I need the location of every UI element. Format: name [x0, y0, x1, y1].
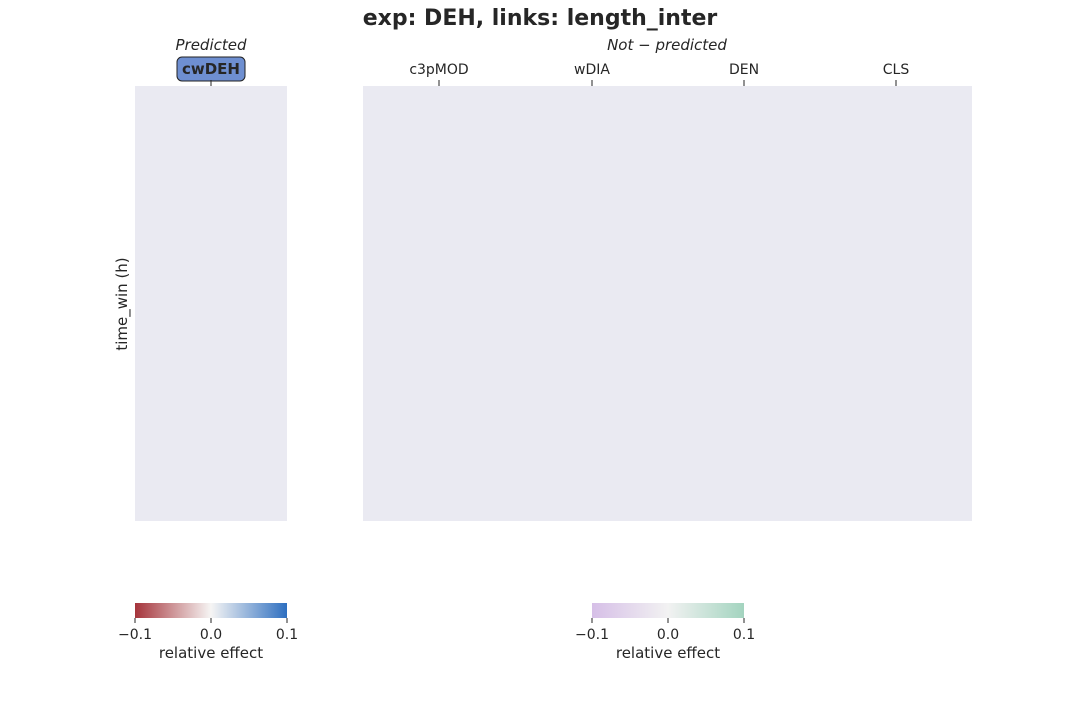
colorbar-not-predicted [592, 603, 744, 618]
column-label-wDIA: wDIA [574, 62, 610, 78]
colorbar-predicted-ticklabel-2: 0.1 [276, 627, 298, 643]
heatmap-area-predicted [135, 86, 287, 521]
colorbar-not-predicted-ticklabel-1: 0.0 [657, 627, 679, 643]
colorbar-predicted-label: relative effect [159, 644, 263, 662]
colorbar-not-predicted-ticklabel-0: −0.1 [575, 627, 609, 643]
colorbar-not-predicted-label: relative effect [616, 644, 720, 662]
column-label-DEN: DEN [729, 62, 759, 78]
column-label-cwDEH: cwDEH [182, 60, 240, 78]
colorbar-not-predicted-ticklabel-2: 0.1 [733, 627, 755, 643]
heatmap-area-not-predicted [363, 86, 972, 521]
colorbar-predicted-ticklabel-1: 0.0 [200, 627, 222, 643]
column-label-c3pMOD: c3pMOD [409, 62, 468, 78]
column-label-CLS: CLS [883, 62, 910, 78]
chart-title: exp: DEH, links: length_inter [363, 6, 718, 31]
panel-heading-predicted: Predicted [175, 36, 246, 54]
colorbar-predicted [135, 603, 287, 618]
y-axis-label: time_win (h) [113, 257, 132, 350]
panel-heading-not-predicted: Not − predicted [607, 36, 727, 54]
colorbar-predicted-ticklabel-0: −0.1 [118, 627, 152, 643]
